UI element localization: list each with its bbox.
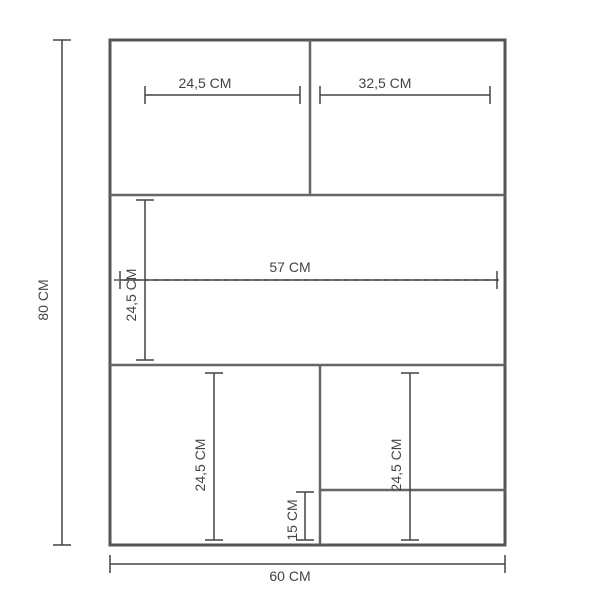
overall-height-label: 80 CM <box>35 279 51 320</box>
bot-right-h-label: 24,5 CM <box>388 439 404 492</box>
mid-left-h-label: 24,5 CM <box>123 269 139 322</box>
bot-left-h-label: 24,5 CM <box>192 439 208 492</box>
top-left-w-label: 24,5 CM <box>179 75 232 91</box>
bot-mid-h-label: 15 CM <box>284 499 300 540</box>
technical-drawing: 80 CM 60 CM 24,5 CM 32,5 CM 57 CM 24,5 CM 24,5… <box>0 0 600 600</box>
mid-w-label: 57 CM <box>269 259 310 275</box>
overall-width-label: 60 CM <box>269 568 310 584</box>
top-right-w-label: 32,5 CM <box>359 75 412 91</box>
